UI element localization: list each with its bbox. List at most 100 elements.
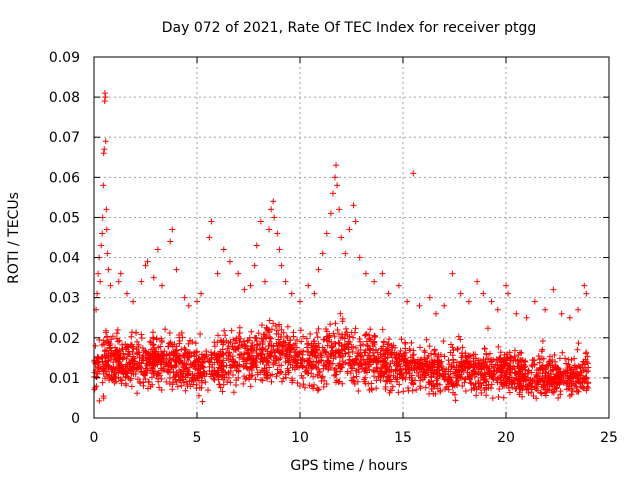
data-point [130,345,137,352]
data-point [442,376,449,383]
data-point [565,385,572,392]
data-point [242,360,249,367]
data-point [176,367,183,374]
data-point [516,368,523,375]
data-point [323,325,330,332]
plot-frame [93,56,610,419]
data-point [395,389,402,396]
data-point [217,337,224,344]
y-tick-label: 0.07 [49,130,80,146]
data-point [527,380,534,387]
data-point [304,370,311,377]
data-point [100,395,107,402]
data-point [462,387,469,394]
data-point [550,286,557,293]
data-point [100,363,107,370]
data-point [416,365,423,372]
data-point [180,368,187,375]
data-point [398,336,405,343]
data-point [579,364,586,371]
data-point [275,348,282,355]
data-point [450,356,457,363]
data-point [504,354,511,361]
data-point [487,368,494,375]
data-point [462,375,469,382]
data-point [542,372,549,379]
data-point [584,360,591,367]
data-point [235,374,242,381]
data-point [220,246,227,253]
data-point [402,339,409,346]
y-tick-label: 0 [71,411,80,427]
data-point [150,341,157,348]
data-point [542,306,549,313]
data-point [104,338,111,345]
data-point [324,342,331,349]
data-point [255,330,262,337]
data-point [142,365,149,372]
data-point [119,356,126,363]
data-point [241,373,248,380]
data-point [265,342,272,349]
data-point [346,226,353,233]
data-point [545,370,552,377]
data-point [107,282,114,289]
y-tick-label: 0.08 [49,90,80,106]
data-point [106,363,113,370]
data-point [551,351,558,358]
data-point [252,335,259,342]
data-point [535,352,542,359]
data-point [135,343,142,350]
data-point [410,364,417,371]
data-point [497,374,504,381]
data-point [474,278,481,285]
data-point [384,378,391,385]
data-point [440,365,447,372]
data-point [520,361,527,368]
data-point [409,387,416,394]
data-point [123,373,130,380]
data-point [144,385,151,392]
data-point [150,335,157,342]
data-point [211,367,218,374]
data-point [336,362,343,369]
data-point [303,364,310,371]
data-point [304,358,311,365]
data-point [464,359,471,366]
data-point [153,336,160,343]
data-point [341,345,348,352]
data-point [282,278,289,285]
data-point [129,363,136,370]
data-point [95,270,102,277]
data-point [241,286,248,293]
data-point [137,364,144,371]
data-point [583,290,590,297]
data-point [95,365,102,372]
data-point [342,250,349,257]
data-point [288,290,295,297]
y-tick-label: 0.04 [49,251,80,267]
data-point [273,373,280,380]
data-point [406,346,413,353]
data-point [184,366,191,373]
data-point [216,362,223,369]
data-point [244,350,251,357]
data-point [374,365,381,372]
data-point [349,377,356,384]
data-point [123,382,130,389]
data-point [286,357,293,364]
data-point [364,342,371,349]
data-point [407,354,414,361]
data-point [309,363,316,370]
data-point [179,334,186,341]
data-point [413,369,420,376]
data-point [461,379,468,386]
data-point [450,347,457,354]
data-point [439,373,446,380]
data-point [533,385,540,392]
data-point [507,366,514,373]
data-point [214,270,221,277]
data-point [163,351,170,358]
data-point [356,335,363,342]
data-point [525,390,532,397]
